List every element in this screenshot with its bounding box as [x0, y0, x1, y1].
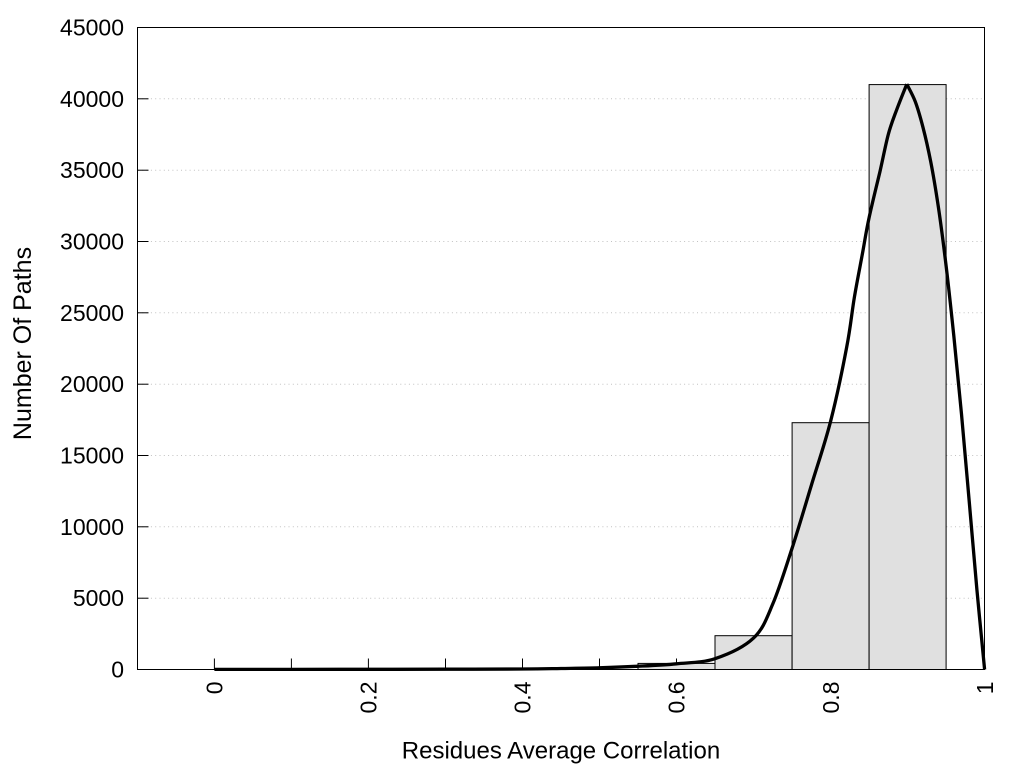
svg-text:Number Of Paths: Number Of Paths [9, 247, 37, 440]
svg-text:30000: 30000 [60, 229, 124, 255]
svg-text:0.4: 0.4 [510, 681, 536, 713]
svg-text:10000: 10000 [60, 514, 124, 540]
svg-text:45000: 45000 [60, 15, 124, 41]
svg-text:0: 0 [202, 682, 228, 695]
svg-text:0.2: 0.2 [356, 682, 382, 714]
svg-text:35000: 35000 [60, 157, 124, 183]
svg-text:20000: 20000 [60, 371, 124, 397]
svg-text:0: 0 [111, 657, 124, 683]
svg-text:15000: 15000 [60, 443, 124, 469]
svg-text:40000: 40000 [60, 86, 124, 112]
svg-text:Residues Average Correlation: Residues Average Correlation [402, 738, 720, 765]
svg-text:25000: 25000 [60, 300, 124, 326]
svg-text:5000: 5000 [73, 585, 124, 611]
svg-text:1: 1 [972, 682, 998, 695]
svg-text:0.6: 0.6 [664, 682, 690, 714]
svg-text:0.8: 0.8 [818, 682, 844, 714]
